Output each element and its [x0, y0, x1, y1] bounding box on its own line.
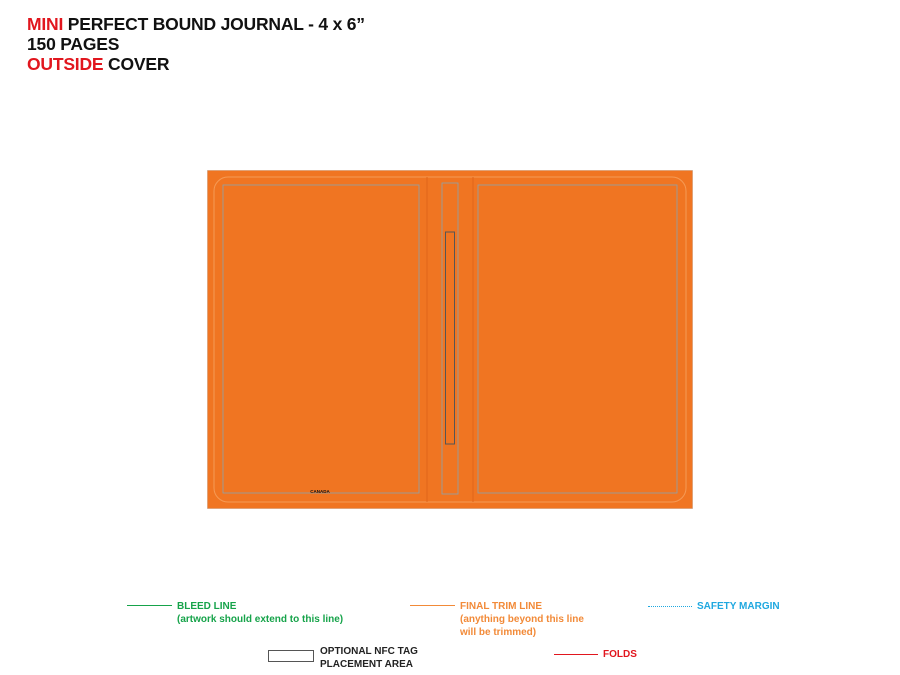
title-mini: MINI [27, 14, 64, 34]
bleed-legend: BLEED LINE (artwork should extend to thi… [177, 600, 343, 626]
nfc-label-2: PLACEMENT AREA [320, 659, 413, 670]
trim-line-swatch [410, 605, 455, 606]
folds-label: FOLDS [603, 649, 637, 660]
trim-line [213, 176, 687, 503]
bleed-line-swatch [127, 605, 172, 606]
nfc-placement-box [445, 231, 455, 445]
title-line-1: MINI PERFECT BOUND JOURNAL - 4 x 6” [27, 14, 365, 34]
nfc-label-1: OPTIONAL NFC TAG [320, 646, 418, 657]
safety-margin-spine [441, 182, 459, 495]
trim-legend: FINAL TRIM LINE (anything beyond this li… [460, 600, 584, 639]
safety-line-swatch [648, 606, 692, 607]
cover-template: CANADA [207, 170, 693, 509]
trim-note-1: (anything beyond this line [460, 614, 584, 625]
bleed-label: BLEED LINE [177, 601, 237, 612]
template-title: MINI PERFECT BOUND JOURNAL - 4 x 6” 150 … [27, 14, 365, 74]
safety-margin-back [222, 184, 420, 494]
title-pages: 150 PAGES [27, 34, 120, 54]
title-outside: OUTSIDE [27, 54, 104, 74]
safety-margin-front [477, 184, 678, 494]
trim-note-2: will be trimmed) [460, 627, 537, 638]
bleed-note: (artwork should extend to this line) [177, 614, 344, 625]
folds-legend: FOLDS [603, 648, 637, 661]
cover-artwork: CANADA [207, 170, 693, 509]
folds-line-swatch [554, 654, 598, 655]
safety-legend: SAFETY MARGIN [697, 600, 780, 613]
title-cover: COVER [103, 54, 170, 74]
nfc-legend-swatch [268, 650, 314, 662]
title-product: PERFECT BOUND JOURNAL - 4 x 6” [63, 14, 365, 34]
trim-label: FINAL TRIM LINE [460, 601, 543, 612]
title-line-3: OUTSIDE COVER [27, 54, 365, 74]
nfc-legend: OPTIONAL NFC TAG PLACEMENT AREA [320, 645, 418, 671]
safety-label: SAFETY MARGIN [697, 601, 780, 612]
imprint-canada: CANADA [310, 489, 330, 494]
